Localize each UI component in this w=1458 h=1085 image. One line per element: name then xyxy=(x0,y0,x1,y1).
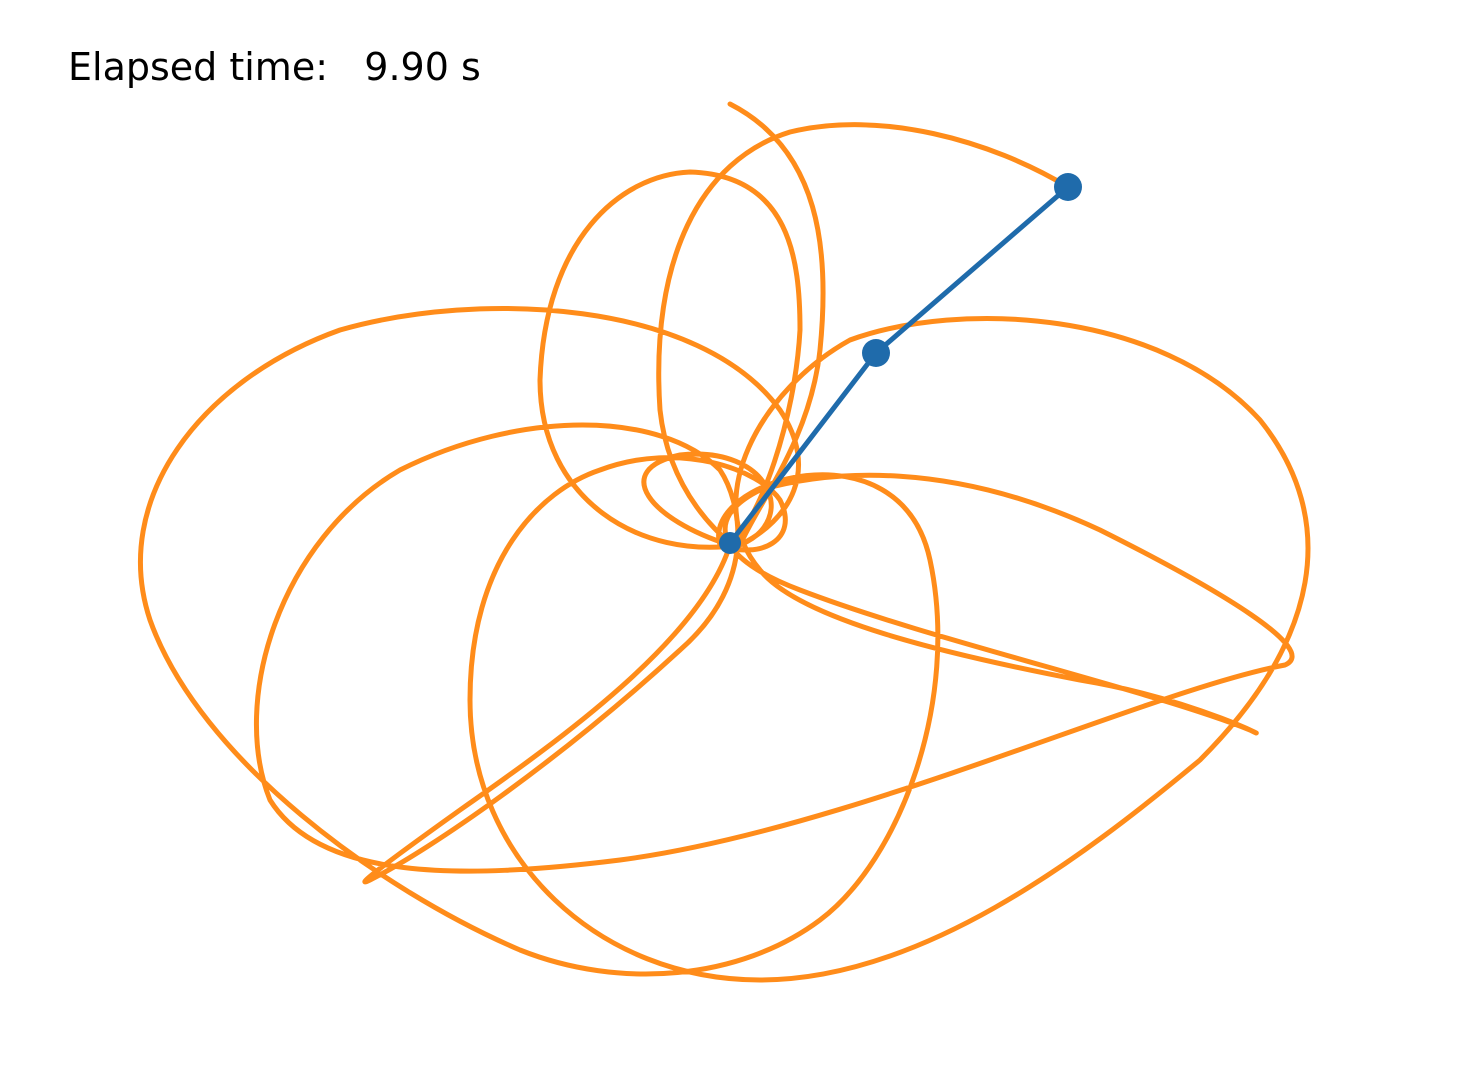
pendulum-arm-2 xyxy=(873,184,1071,356)
pendulum-arm-1 xyxy=(727,350,879,546)
elapsed-time-readout: Elapsed time: 9.90 s xyxy=(68,40,481,94)
pendulum-bob-1 xyxy=(862,339,890,367)
elapsed-time-unit: s xyxy=(460,45,481,89)
elapsed-time-label: Elapsed time: xyxy=(68,45,329,89)
bob-trajectory-trace xyxy=(138,101,1311,983)
pendulum-bob-2 xyxy=(1054,173,1082,201)
elapsed-time-value: 9.90 xyxy=(364,45,449,89)
pendulum-pivot xyxy=(719,532,741,554)
